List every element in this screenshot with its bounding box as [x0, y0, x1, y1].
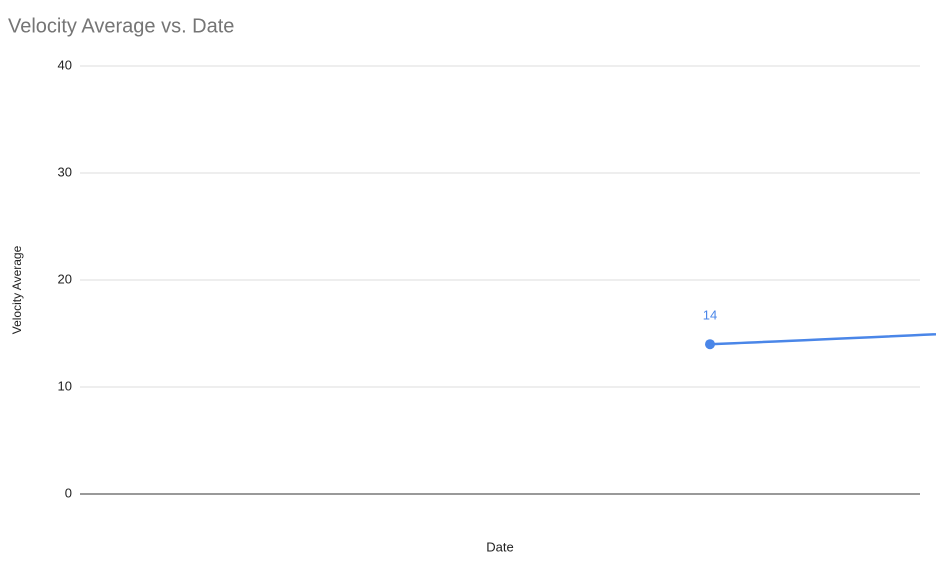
line — [709, 333, 936, 346]
y-tick-label: 40 — [58, 57, 72, 72]
point — [705, 339, 715, 350]
y-tick-label: 10 — [58, 378, 72, 393]
x-axis-label: Date — [486, 539, 513, 554]
data-label: 14 — [703, 308, 717, 323]
chart-title: Velocity Average vs. Date — [8, 15, 234, 37]
y-tick-label: 20 — [58, 271, 72, 286]
y-tick-label: 0 — [65, 485, 72, 500]
y-tick-label: 30 — [58, 164, 72, 179]
y-axis-label: Velocity Average — [10, 245, 24, 334]
